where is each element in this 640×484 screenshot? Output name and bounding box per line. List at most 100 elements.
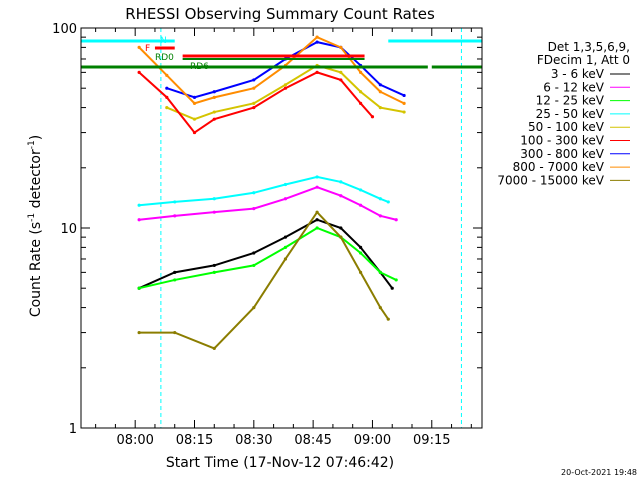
series-point [137,330,141,335]
flag-label: F [145,44,150,54]
series-point [252,78,256,82]
series-point [378,270,382,274]
series-point [283,83,288,87]
series-point [370,115,375,119]
series-point [192,101,197,105]
legend-label: 25 - 50 keV [536,107,605,121]
series-point [386,200,390,204]
series-line [139,210,390,350]
series-point [315,185,319,189]
series-point [378,90,382,94]
series-point [165,95,169,99]
x-tick-label: 09:00 [354,433,391,448]
series-point [165,86,169,90]
y-tick-label: 100 [52,22,77,37]
series-line [138,218,394,290]
series-point [212,263,216,268]
series-point [315,210,319,214]
series-point [252,263,256,268]
series-point [283,235,288,239]
series-point [192,95,197,99]
series-point [165,105,169,110]
series-point [315,40,319,44]
series-point [390,286,394,290]
series-point [378,305,382,310]
series-point [315,175,319,179]
series-point [212,270,216,274]
legend-label: 12 - 25 keV [536,94,605,108]
series-point [173,200,177,204]
series-point [378,214,382,218]
y-tick-label: 10 [60,222,77,237]
series-group [81,28,482,428]
series-point [252,207,256,211]
legend-label: 3 - 6 keV [551,67,605,81]
series-point [339,194,343,198]
timestamp: 20-Oct-2021 19:48 [561,468,637,477]
series-point [137,218,141,222]
legend-header-line-2: FDecim 1, Att 0 [537,53,630,67]
series-point [358,70,363,74]
series-point [358,101,363,105]
series-point [212,90,216,94]
series-point [212,117,216,121]
series-point [358,203,363,207]
series-point [378,197,382,201]
series-point [192,130,197,135]
series-point [315,226,319,230]
series-point [315,35,319,39]
series-point [212,110,216,114]
flag-label: RD6 [190,62,209,72]
y-tick-label: 1 [69,422,77,437]
series-line [139,186,397,221]
series-point [283,86,288,90]
series-point [137,70,141,74]
series-point [315,70,319,74]
legend-label: 7000 - 15000 keV [497,173,604,187]
series-point [358,251,363,255]
series-point [212,95,216,99]
x-tick-label: 08:45 [294,433,331,448]
series-point [192,117,197,121]
series-line [138,226,397,290]
series-point [283,245,288,249]
x-tick-label: 09:15 [413,433,450,448]
series-point [339,235,343,239]
series-point [394,278,398,282]
series-point [252,305,256,310]
x-tick-label: 08:15 [176,433,213,448]
series-point [137,286,141,290]
legend-label: 300 - 800 keV [520,147,604,161]
series-point [358,245,363,249]
series-point [212,346,216,351]
series-point [339,70,343,74]
series-point [315,218,319,222]
series-point [358,270,363,274]
x-tick-label: 08:00 [116,433,153,448]
series-point [378,105,382,110]
series-line [139,175,389,207]
series-point [402,101,406,105]
series-point [339,226,343,230]
series-point [358,90,363,94]
series-point [339,45,343,49]
legend: Det 1,3,5,6,9, FDecim 1, Att 0 3 - 6 keV… [497,40,630,187]
x-tick-label: 08:30 [235,433,272,448]
legend-header-line-1: Det 1,3,5,6,9, [548,40,630,54]
series-point [173,330,177,335]
series-point [173,278,177,282]
series-point [339,180,343,184]
flag-label: N [160,36,167,46]
series-point [402,110,406,114]
x-axis: 08:00 08:15 08:30 08:45 09:00 09:15 [95,28,472,448]
series-point [394,218,398,222]
series-point [252,251,256,255]
y-axis-label: Count Rate (s-1 detector-1) [27,135,44,317]
series-point [137,45,141,49]
series-point [283,182,288,187]
x-axis-label: Start Time (17-Nov-12 07:46:42) [166,455,394,471]
plot-area: NF RD0 RD6 [81,28,482,428]
series-point [252,191,256,195]
